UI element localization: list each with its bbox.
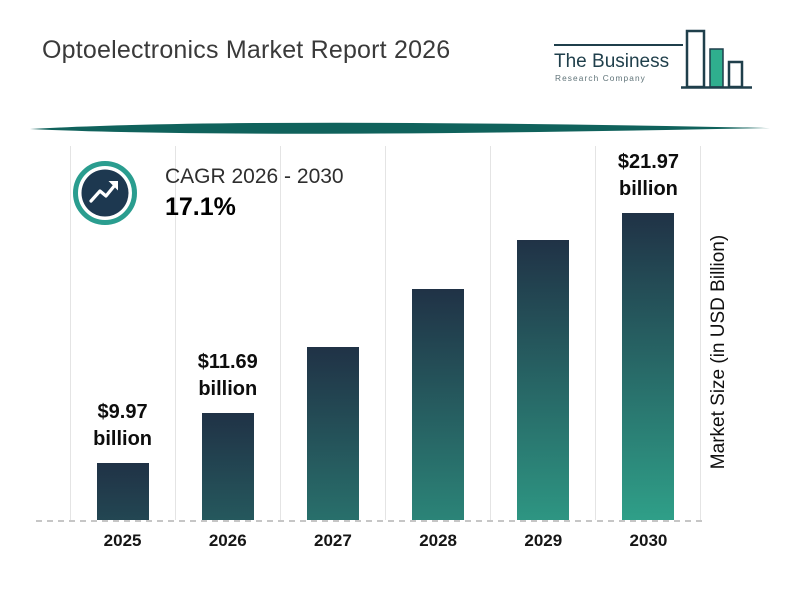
x-axis-tick: 2026 xyxy=(208,531,247,550)
logo-bar-chart-icon: The Business Research Company xyxy=(554,29,752,89)
cagr-text: CAGR 2026 - 2030 17.1% xyxy=(165,165,344,222)
bar xyxy=(96,463,149,520)
logo-text-line1: The Business xyxy=(554,51,669,72)
gridline xyxy=(490,146,491,520)
trend-up-icon xyxy=(72,160,138,226)
cagr-block: CAGR 2026 - 2030 17.1% xyxy=(72,160,344,226)
x-axis-tick: 2025 xyxy=(103,531,142,550)
x-axis-tick: 2027 xyxy=(314,531,352,550)
bar xyxy=(622,213,675,520)
x-axis-labels: 2025 2026 2027 2028 2029 2030 xyxy=(70,531,701,551)
x-axis-tick: 2028 xyxy=(419,531,458,550)
gridline xyxy=(175,146,176,520)
bar-value-label: $21.97 billion xyxy=(617,150,680,201)
company-logo: The Business Research Company xyxy=(554,26,754,100)
gridline xyxy=(595,146,596,520)
gridline xyxy=(700,146,701,520)
bar xyxy=(306,347,359,520)
logo-text-line2: Research Company xyxy=(555,73,646,83)
bar xyxy=(201,413,254,520)
bar-column: $21.97 billion xyxy=(596,147,701,520)
bar-value-label: $9.97 billion xyxy=(93,400,153,451)
gridline xyxy=(385,146,386,520)
gridlines xyxy=(70,146,702,520)
y-axis-label: Market Size (in USD Billion) xyxy=(708,234,729,470)
bar-column xyxy=(491,147,596,520)
bar xyxy=(517,240,570,520)
x-axis-line xyxy=(36,520,702,522)
bar-value-label: $11.69 billion xyxy=(197,350,258,401)
gridline xyxy=(70,146,71,520)
bar-column xyxy=(386,147,491,520)
cagr-label: CAGR 2026 - 2030 xyxy=(165,164,344,188)
gridline xyxy=(280,146,281,520)
divider-line xyxy=(30,122,770,134)
bar-chart: $9.97 billion $11.69 billion $21.97 billion xyxy=(70,147,701,520)
page-title: Optoelectronics Market Report 2026 xyxy=(42,36,451,64)
bar-column: $9.97 billion xyxy=(70,147,175,520)
cagr-value: 17.1% xyxy=(165,192,236,221)
x-axis-tick: 2030 xyxy=(629,531,668,550)
x-axis-tick: 2029 xyxy=(524,531,563,550)
bar-column: $11.69 billion xyxy=(175,147,280,520)
bar xyxy=(412,289,465,520)
bar-column xyxy=(280,147,385,520)
